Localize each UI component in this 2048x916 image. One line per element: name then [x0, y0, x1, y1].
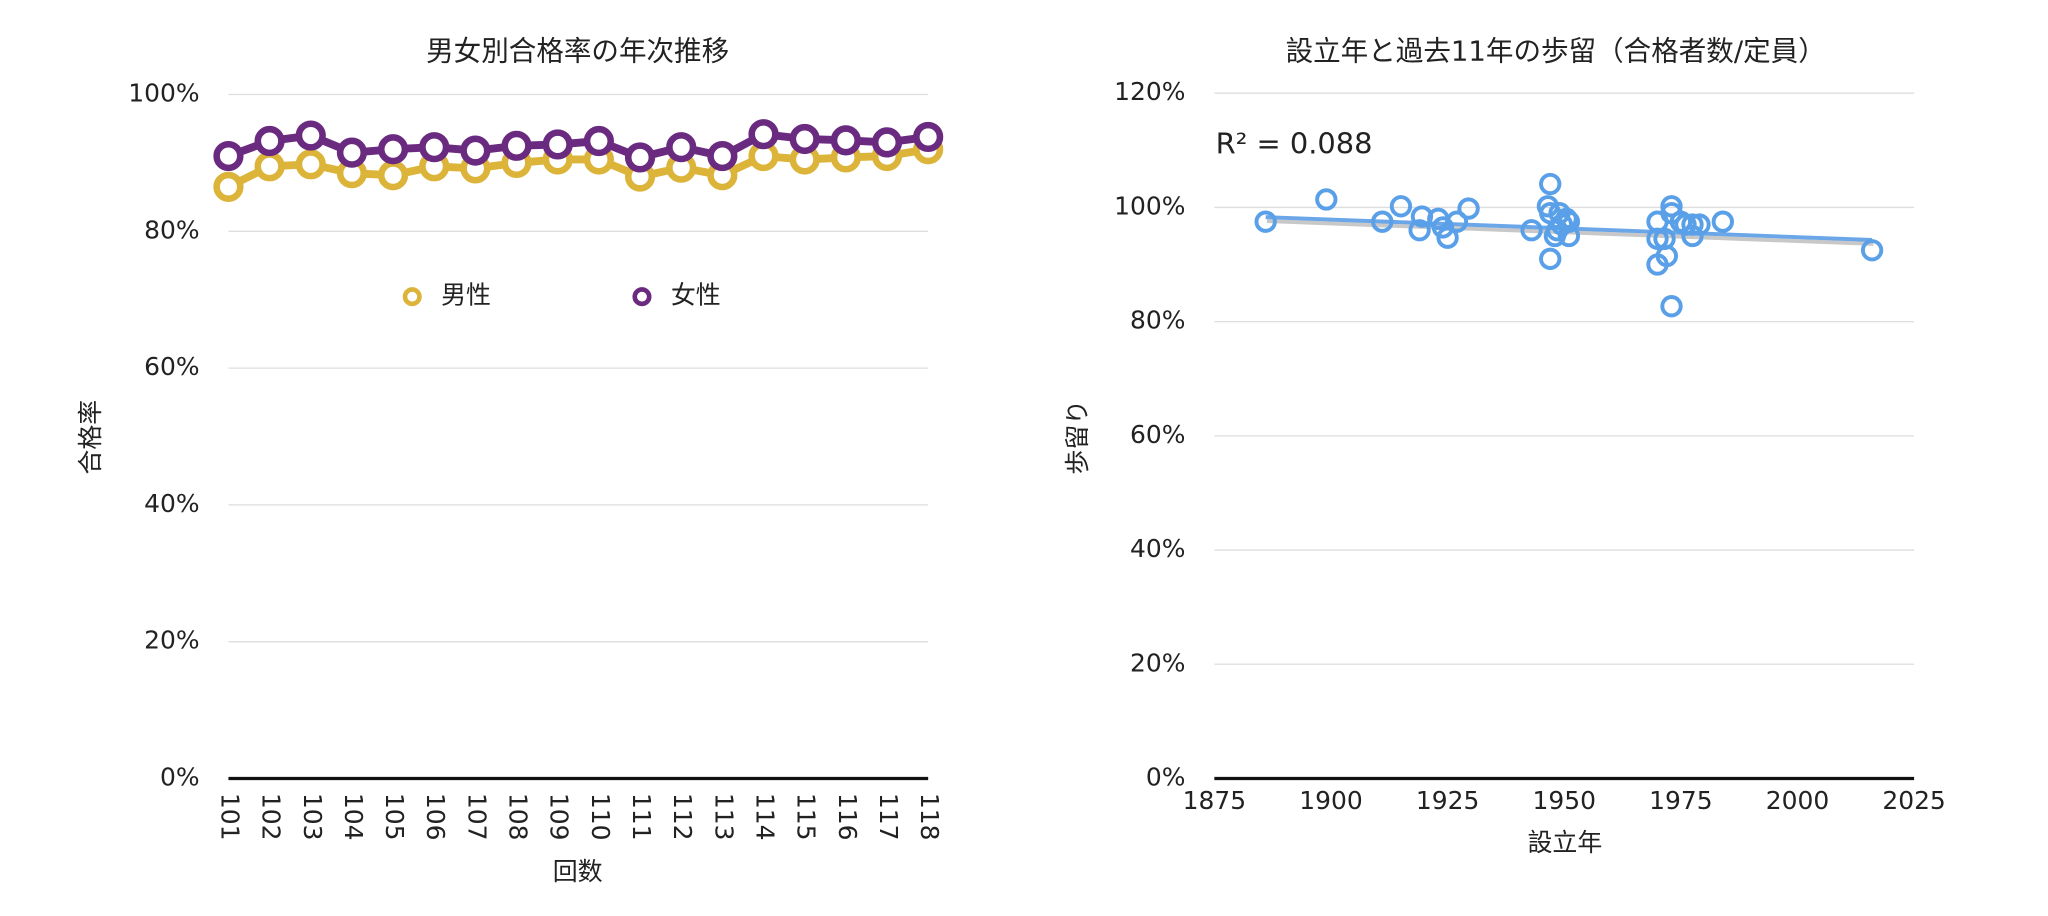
- x-tick-label: 110: [586, 793, 615, 841]
- point: [1445, 210, 1469, 233]
- x-tick-label: 101: [215, 793, 244, 841]
- point: [1543, 224, 1567, 248]
- x-axis-title: 回数: [553, 857, 603, 886]
- marker: [336, 137, 368, 168]
- marker: [501, 130, 532, 161]
- marker: [913, 121, 944, 153]
- x-tick-label: 107: [462, 793, 491, 841]
- x-tick-label: 113: [709, 793, 738, 841]
- point: [1315, 188, 1338, 211]
- marker: [583, 125, 614, 157]
- point: [1557, 210, 1581, 233]
- y-tick-label: 0%: [1146, 762, 1186, 791]
- legend-marker: [632, 287, 652, 307]
- x-tick-label: 2025: [1882, 786, 1945, 815]
- point: [1646, 227, 1669, 250]
- y-axis-title: 合格率: [76, 400, 105, 475]
- legend-label: 女性: [671, 281, 721, 310]
- y-tick-label: 20%: [144, 626, 199, 655]
- point: [1408, 219, 1431, 242]
- marker: [419, 132, 450, 163]
- y-tick-label: 120%: [1114, 77, 1185, 106]
- marker: [871, 127, 903, 158]
- y-tick-label: 80%: [144, 215, 199, 244]
- x-tick-label: 105: [380, 793, 409, 841]
- series-line: [227, 130, 929, 162]
- y-tick-label: 100%: [1114, 191, 1185, 220]
- marker: [789, 123, 820, 155]
- point: [1688, 213, 1711, 236]
- chart-title: 男女別合格率の年次推移: [426, 36, 729, 68]
- point: [1539, 172, 1562, 196]
- marker: [254, 125, 285, 157]
- y-tick-label: 40%: [1130, 534, 1185, 563]
- point: [1371, 210, 1394, 233]
- marker: [830, 125, 861, 156]
- x-tick-label: 1925: [1416, 786, 1479, 815]
- x-tick-label: 114: [751, 793, 780, 841]
- point: [1457, 197, 1480, 220]
- marker: [460, 135, 491, 166]
- x-tick-label: 106: [421, 793, 450, 841]
- marker: [213, 140, 244, 172]
- x-tick-label: 1975: [1649, 786, 1712, 815]
- y-tick-label: 40%: [144, 489, 199, 518]
- marker: [707, 140, 738, 172]
- marker: [542, 129, 573, 160]
- marker: [624, 142, 656, 173]
- x-tick-label: 104: [339, 793, 368, 841]
- y-tick-label: 0%: [160, 762, 200, 791]
- y-tick-label: 80%: [1130, 306, 1185, 335]
- x-tick-label: 2000: [1766, 786, 1829, 815]
- marker: [377, 134, 409, 165]
- point: [1436, 226, 1459, 249]
- x-tick-label: 102: [257, 793, 286, 841]
- point: [1254, 210, 1277, 233]
- x-tick-label: 116: [833, 793, 862, 841]
- point: [1660, 195, 1683, 218]
- point: [1539, 247, 1562, 270]
- y-tick-label: 60%: [144, 352, 199, 381]
- marker: [748, 119, 779, 150]
- y-tick-label: 100%: [128, 79, 199, 108]
- x-tick-label: 109: [545, 793, 574, 841]
- marker: [377, 160, 409, 191]
- point: [1860, 239, 1884, 262]
- point: [1711, 210, 1734, 233]
- marker: [295, 149, 326, 180]
- x-tick-label: 103: [298, 793, 327, 841]
- marker: [254, 151, 285, 182]
- x-tick-label: 1900: [1299, 786, 1362, 815]
- point: [1660, 295, 1683, 318]
- point: [1389, 195, 1413, 218]
- x-tick-label: 108: [504, 793, 533, 841]
- x-tick-label: 117: [874, 793, 903, 841]
- y-tick-label: 60%: [1130, 420, 1185, 449]
- x-tick-label: 1950: [1532, 786, 1595, 815]
- x-axis-title: 設立年: [1527, 828, 1602, 857]
- marker: [295, 120, 326, 151]
- legend-label: 男性: [441, 281, 491, 310]
- marker: [213, 171, 244, 202]
- chart-title: 設立年と過去11年の歩留（合格者数/定員）: [1286, 36, 1826, 68]
- x-tick-label: 115: [792, 793, 821, 841]
- legend-marker: [402, 287, 422, 307]
- x-tick-label: 118: [915, 793, 944, 841]
- point: [1681, 213, 1704, 236]
- x-tick-label: 111: [627, 793, 656, 841]
- y-axis-title: 歩留り: [1063, 400, 1092, 475]
- point: [1520, 219, 1543, 242]
- point: [1557, 224, 1581, 248]
- y-tick-label: 20%: [1130, 648, 1185, 677]
- series-line: [226, 145, 929, 191]
- point: [1653, 227, 1676, 250]
- annotation: R² = 0.088: [1216, 127, 1373, 161]
- marker: [666, 132, 697, 163]
- x-tick-label: 112: [668, 793, 697, 841]
- x-tick-label: 1875: [1183, 786, 1246, 815]
